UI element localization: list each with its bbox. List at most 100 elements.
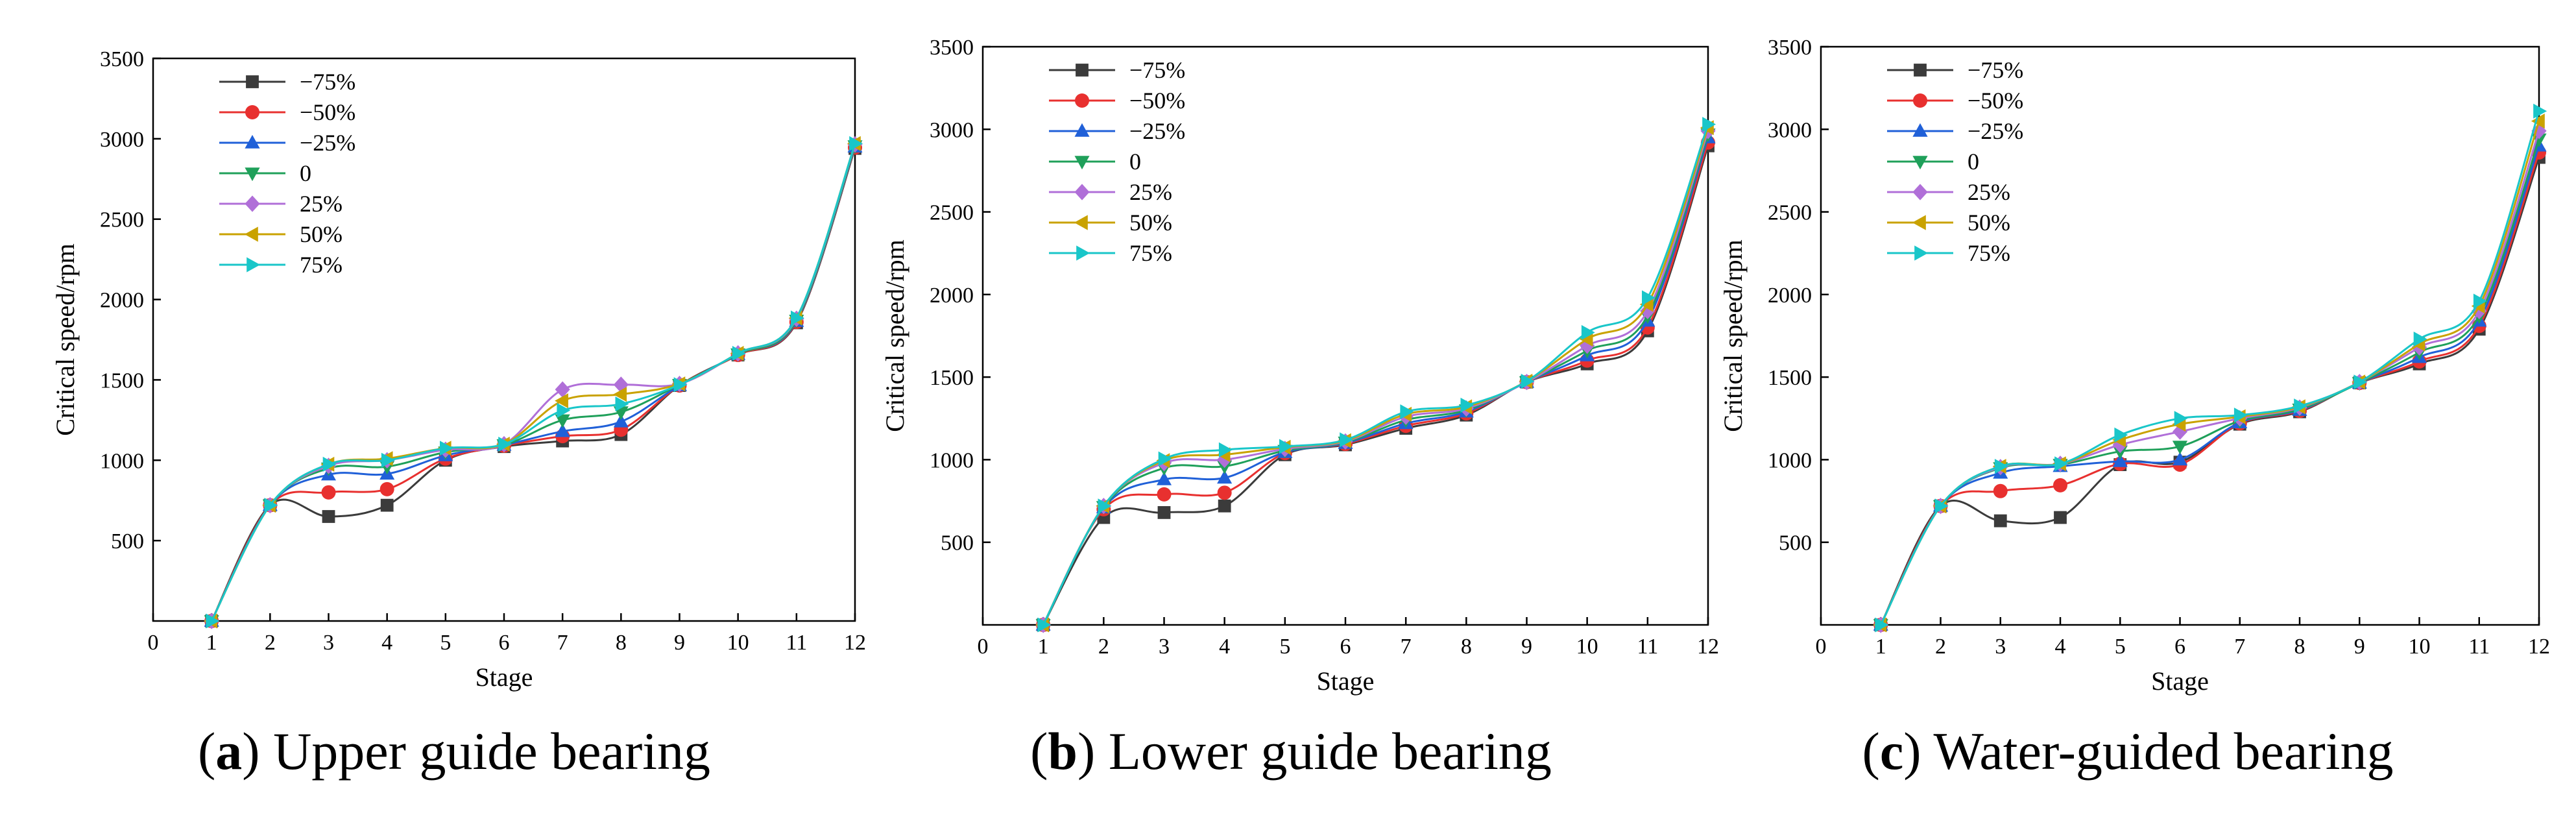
data-point xyxy=(1217,485,1232,500)
x-tick-label: 12 xyxy=(844,631,866,655)
legend-label: −50% xyxy=(300,99,355,125)
data-point xyxy=(1400,404,1414,420)
data-point xyxy=(321,485,336,500)
y-tick-label: 1000 xyxy=(930,448,974,472)
x-tick-label: 10 xyxy=(1576,635,1598,659)
legend-marker xyxy=(1074,156,1090,170)
data-point xyxy=(1218,499,1231,513)
data-point xyxy=(264,498,278,513)
legend-label: 25% xyxy=(1129,179,1172,205)
legend-marker xyxy=(1074,215,1088,230)
y-tick-label: 500 xyxy=(1779,531,1812,555)
data-point xyxy=(1340,432,1354,448)
legend-marker xyxy=(1914,64,1927,77)
y-tick-label: 2500 xyxy=(1768,201,1812,225)
x-tick-label: 2 xyxy=(1935,635,1946,659)
data-point xyxy=(732,346,746,361)
legend-marker xyxy=(245,105,259,119)
data-point xyxy=(1157,487,1172,502)
legend-marker xyxy=(246,75,259,88)
y-tick-label: 3500 xyxy=(100,47,144,71)
x-tick-label: 7 xyxy=(557,631,568,655)
legend: −75% −50% −25% 0 25% 50% 75% xyxy=(219,69,355,278)
data-point xyxy=(2112,453,2128,467)
series-6 xyxy=(1037,117,1716,633)
series-line xyxy=(210,143,856,622)
x-tick-label: 9 xyxy=(2354,635,2365,659)
series-line xyxy=(1879,145,2540,626)
data-point xyxy=(1521,374,1535,389)
x-tick-label: 8 xyxy=(2294,635,2305,659)
data-point xyxy=(206,613,220,629)
data-point xyxy=(555,393,568,409)
data-point xyxy=(1934,498,1949,514)
data-point xyxy=(2172,423,2188,440)
x-tick-label: 1 xyxy=(1038,635,1049,659)
series-line xyxy=(1042,137,1709,626)
series-6 xyxy=(1875,103,2547,633)
x-tick-label: 2 xyxy=(1098,635,1109,659)
data-point xyxy=(2054,456,2069,472)
caption-c: (c) Water-guided bearing xyxy=(1862,722,2394,781)
x-tick-label: 0 xyxy=(978,635,989,659)
data-point xyxy=(2533,103,2547,119)
x-tick-label: 4 xyxy=(381,631,392,655)
data-point xyxy=(2294,398,2308,414)
data-point xyxy=(2054,511,2067,524)
y-tick-label: 3000 xyxy=(1768,118,1812,142)
data-point xyxy=(613,387,627,402)
data-point xyxy=(2172,452,2188,466)
data-point xyxy=(555,381,570,398)
series-line xyxy=(1042,142,1709,626)
data-point xyxy=(613,413,629,428)
data-point xyxy=(379,481,394,496)
x-tick-label: 6 xyxy=(1340,635,1351,659)
data-point xyxy=(1702,117,1716,132)
series-line xyxy=(1879,152,2540,626)
x-tick-label: 3 xyxy=(1159,635,1170,659)
x-tick-label: 10 xyxy=(2409,635,2431,659)
legend-marker xyxy=(247,257,261,273)
series-line xyxy=(1042,130,1709,626)
data-point xyxy=(1218,442,1233,457)
y-axis-label: Critical speed/rpm xyxy=(51,243,80,436)
x-tick-label: 2 xyxy=(265,631,276,655)
series-6 xyxy=(206,136,863,629)
legend-marker xyxy=(245,195,260,212)
x-tick-label: 3 xyxy=(323,631,334,655)
legend-marker xyxy=(1074,184,1090,201)
x-tick-label: 6 xyxy=(2174,635,2185,659)
y-tick-label: 1000 xyxy=(1768,448,1812,472)
y-tick-label: 500 xyxy=(111,529,144,553)
series-line xyxy=(1042,134,1709,626)
x-tick-label: 11 xyxy=(2468,635,2490,659)
series-line xyxy=(1042,124,1709,626)
data-point xyxy=(1217,470,1233,484)
legend-marker xyxy=(1912,156,1928,170)
y-axis-label: Critical speed/rpm xyxy=(880,239,909,432)
data-point xyxy=(849,136,863,151)
legend-marker xyxy=(1912,184,1928,201)
y-tick-label: 2500 xyxy=(100,208,144,232)
y-tick-label: 3500 xyxy=(1768,36,1812,60)
data-point xyxy=(1640,302,1655,319)
series-3 xyxy=(1873,133,2547,633)
legend-marker xyxy=(245,134,260,149)
y-tick-label: 2000 xyxy=(1768,284,1812,308)
legend-marker xyxy=(1076,64,1089,77)
data-point xyxy=(1994,459,2008,474)
x-tick-label: 12 xyxy=(1697,635,1719,659)
legend-label: −75% xyxy=(1968,57,2023,83)
data-point xyxy=(1581,324,1595,340)
legend-marker xyxy=(1074,123,1090,137)
legend-label: −25% xyxy=(1968,118,2023,144)
x-axis-label: Stage xyxy=(475,663,533,692)
x-tick-label: 5 xyxy=(1279,635,1290,659)
x-tick-label: 11 xyxy=(786,631,807,655)
plot-frame xyxy=(981,45,1709,626)
legend-label: 0 xyxy=(1129,149,1141,175)
x-tick-label: 10 xyxy=(727,631,749,655)
